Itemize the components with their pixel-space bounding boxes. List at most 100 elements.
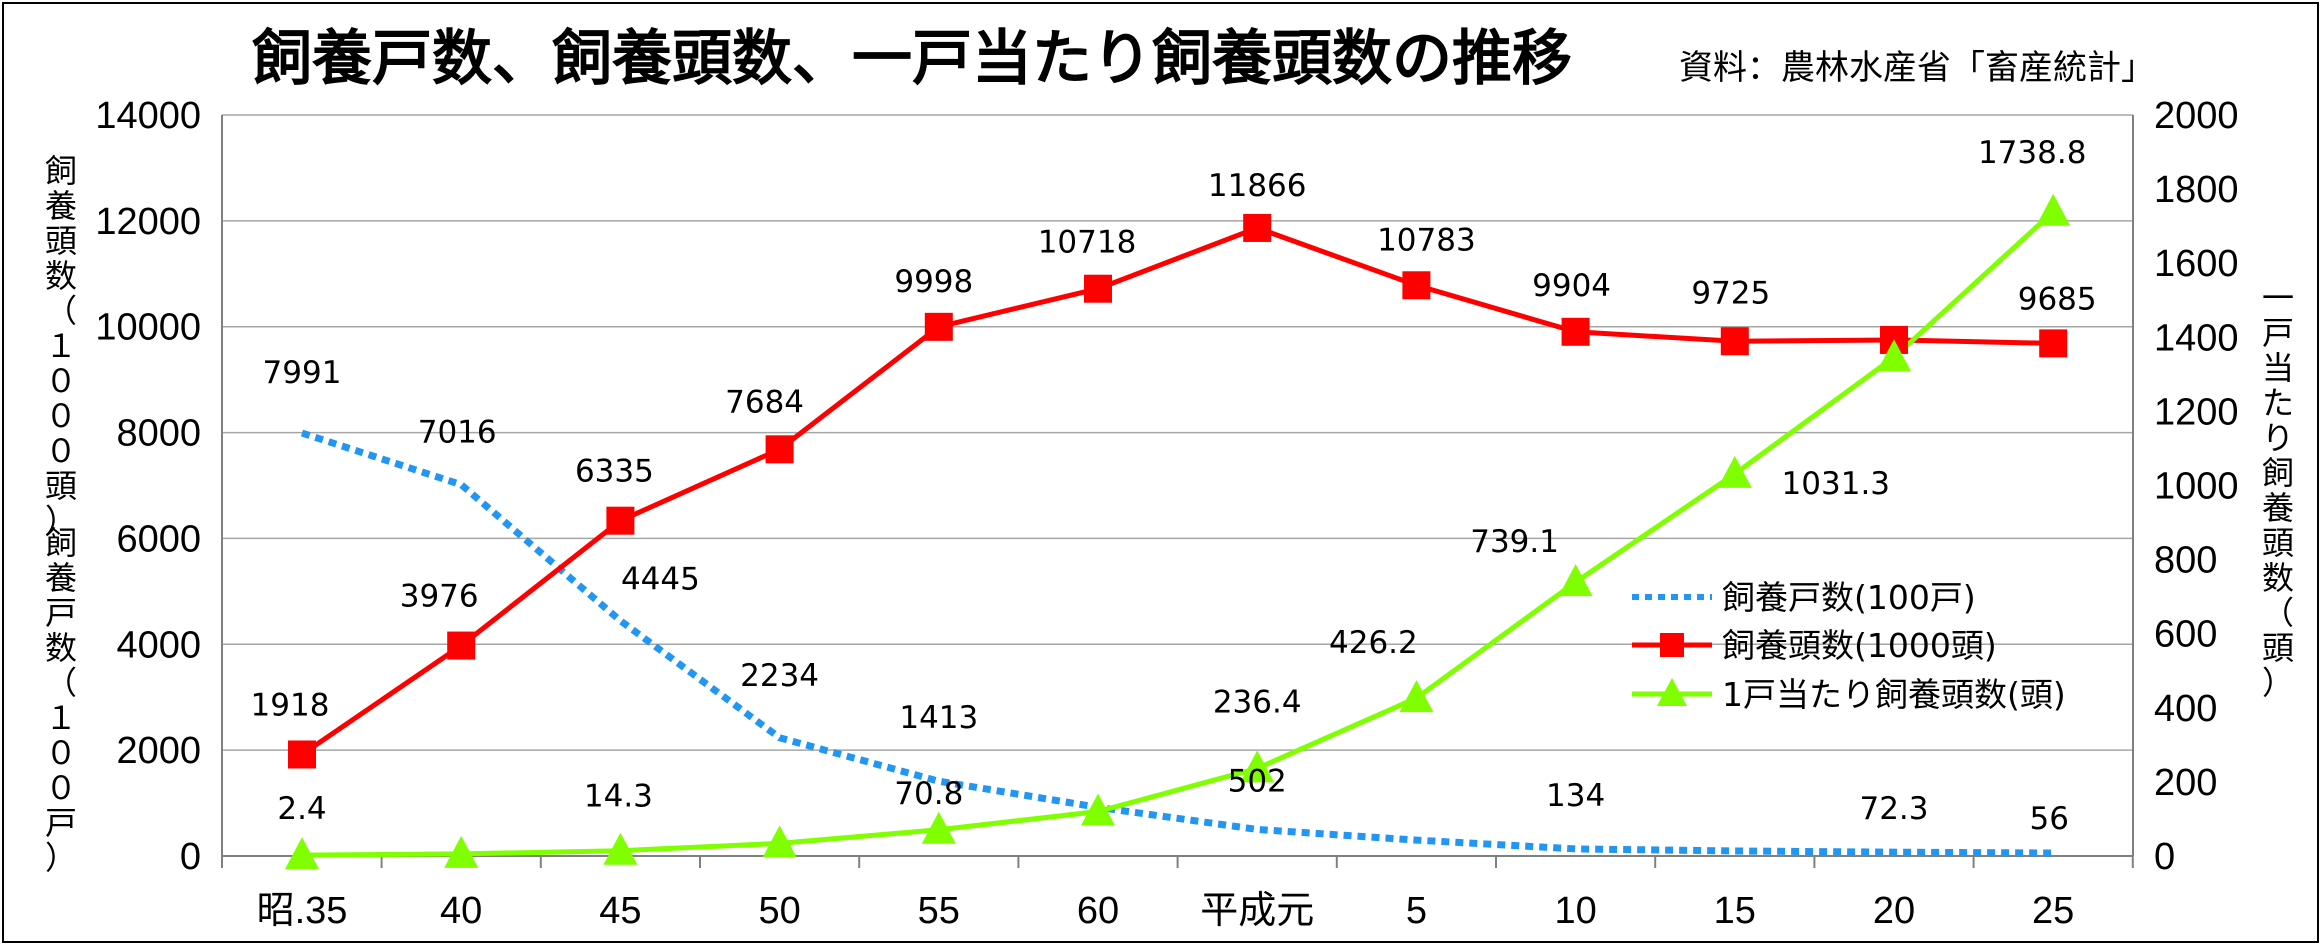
point-per-household: [1081, 793, 1115, 826]
series-line-1: [300, 225, 2054, 757]
right-tick-label: 400: [2154, 688, 2217, 730]
left-tick-label: 6000: [116, 518, 201, 560]
right-tick-label: 2000: [2154, 95, 2239, 137]
point-head-count: [1720, 327, 1749, 356]
x-tick-label: 15: [1714, 890, 1756, 932]
point-per-household: [1877, 339, 1911, 372]
point-per-household: [1717, 455, 1752, 488]
data-label: 9904: [1532, 268, 1611, 304]
x-tick-label: 50: [758, 890, 800, 932]
chart-source: 資料：農林水産省「畜産統計」: [1679, 48, 2155, 88]
data-label: 236.4: [1213, 684, 1302, 720]
legend-marker-per-household: [1657, 678, 1687, 706]
x-tick-label: 45: [599, 890, 641, 932]
right-axis-ticks: 0 200 400 600 800 1000 1200 1400 1600 1800 2000: [2154, 95, 2239, 878]
data-label: 10718: [1038, 225, 1137, 261]
data-label: 1031.3: [1782, 466, 1890, 502]
data-label: 10783: [1377, 222, 1476, 258]
x-tick-label: 20: [1873, 890, 1915, 932]
point-head-count: [765, 435, 794, 464]
left-tick-label: 2000: [116, 730, 201, 772]
data-label: 1918: [251, 687, 330, 723]
data-label: 6335: [575, 454, 654, 490]
right-tick-label: 1400: [2154, 317, 2239, 359]
x-tick-label: 10: [1554, 890, 1596, 932]
right-axis-label: 一戸当たり飼養頭数（頭）: [2262, 279, 2294, 702]
x-tick-label: 40: [440, 890, 482, 932]
data-label: 7991: [263, 355, 342, 391]
x-tick-label: 平成元: [1200, 890, 1314, 932]
point-head-count: [447, 631, 476, 660]
right-tick-label: 200: [2154, 762, 2217, 804]
point-per-household: [285, 837, 319, 870]
chart-title: 飼養戸数、飼養頭数、一戸当たり飼養頭数の推移: [252, 24, 1572, 94]
grid-lines: [222, 114, 2133, 751]
left-tick-label: 14000: [95, 95, 201, 137]
data-label: 9685: [2018, 281, 2097, 317]
point-head-count: [1402, 271, 1431, 300]
point-per-household: [1240, 750, 1275, 783]
data-label: 426.2: [1329, 625, 1418, 661]
right-tick-label: 800: [2154, 540, 2217, 582]
legend: 飼養戸数(100戸) 飼養頭数(1000頭) 1戸当たり飼養頭数(頭): [1632, 578, 2066, 714]
left-tick-label: 8000: [116, 413, 201, 455]
x-tick-label: 昭.35: [257, 890, 348, 932]
point-per-household: [762, 825, 797, 858]
left-tick-label: 0: [180, 836, 201, 878]
series-line-0: [300, 429, 2054, 857]
x-tick-label: 5: [1406, 890, 1427, 932]
data-label: 1738.8: [1978, 135, 2086, 171]
data-label: 14.3: [584, 779, 653, 815]
right-tick-label: 0: [2154, 836, 2175, 878]
series-layer: [285, 193, 2071, 870]
data-label: 9725: [1691, 275, 1770, 311]
left-tick-label: 12000: [95, 201, 201, 243]
point-per-household: [2036, 193, 2071, 226]
point-head-count: [1084, 274, 1112, 303]
data-label: 1413: [899, 700, 978, 736]
x-axis-ticks: 昭.35 40 45 50 55 60 平成元 5 10 15 20 25: [221, 856, 2134, 932]
legend-label-households: 飼養戸数(100戸): [1722, 578, 1976, 617]
right-tick-label: 1200: [2154, 391, 2239, 433]
point-per-household: [603, 832, 638, 865]
data-label: 11866: [1208, 168, 1307, 204]
data-label: 4445: [621, 562, 700, 598]
point-head-count: [288, 740, 316, 769]
left-axis-ticks: 0 2000 4000 6000 8000 10000 12000 14000: [95, 95, 201, 878]
data-label: 7684: [725, 384, 804, 420]
point-head-count: [924, 312, 953, 341]
point-head-count: [1561, 317, 1590, 346]
left-axis-label-top: 飼養頭数（１０００頭）: [45, 152, 77, 540]
x-tick-label: 25: [2032, 890, 2074, 932]
data-label: 2234: [740, 658, 819, 694]
point-per-household: [921, 811, 956, 844]
point-head-count: [606, 506, 635, 535]
data-labels: 7991 7016 4445 2234 1413 502 134 72.3 56 1918 3976…: [251, 135, 2097, 837]
data-label: 134: [1546, 778, 1605, 814]
data-label: 72.3: [1859, 791, 1928, 827]
x-tick-label: 60: [1077, 890, 1119, 932]
point-head-count: [1243, 213, 1272, 242]
data-label: 3976: [400, 579, 479, 615]
data-label: 739.1: [1470, 524, 1559, 560]
right-tick-label: 1800: [2154, 169, 2239, 211]
data-label: 2.4: [277, 791, 326, 827]
left-tick-label: 4000: [116, 624, 201, 666]
data-label: 70.8: [894, 776, 963, 812]
series-line-2: [301, 209, 2055, 858]
chart-svg: 飼養戸数、飼養頭数、一戸当たり飼養頭数の推移 資料：農林水産省「畜産統計」 0 2…: [45, 24, 2294, 932]
point-per-household: [444, 835, 479, 868]
x-tick-label: 55: [918, 890, 960, 932]
point-per-household: [1558, 564, 1593, 597]
left-tick-label: 10000: [95, 307, 201, 349]
legend-marker-head-count: [1660, 633, 1684, 657]
data-label: 7016: [418, 415, 497, 451]
data-label: 9998: [894, 264, 973, 300]
point-head-count: [2039, 329, 2068, 358]
data-label: 56: [2029, 801, 2068, 837]
right-tick-label: 1000: [2154, 466, 2239, 508]
left-axis-label-bottom: 飼養戸数（１００戸）: [45, 524, 77, 877]
legend-label-head-count: 飼養頭数(1000頭): [1722, 626, 1997, 665]
legend-label-per-household: 1戸当たり飼養頭数(頭): [1722, 675, 2066, 714]
